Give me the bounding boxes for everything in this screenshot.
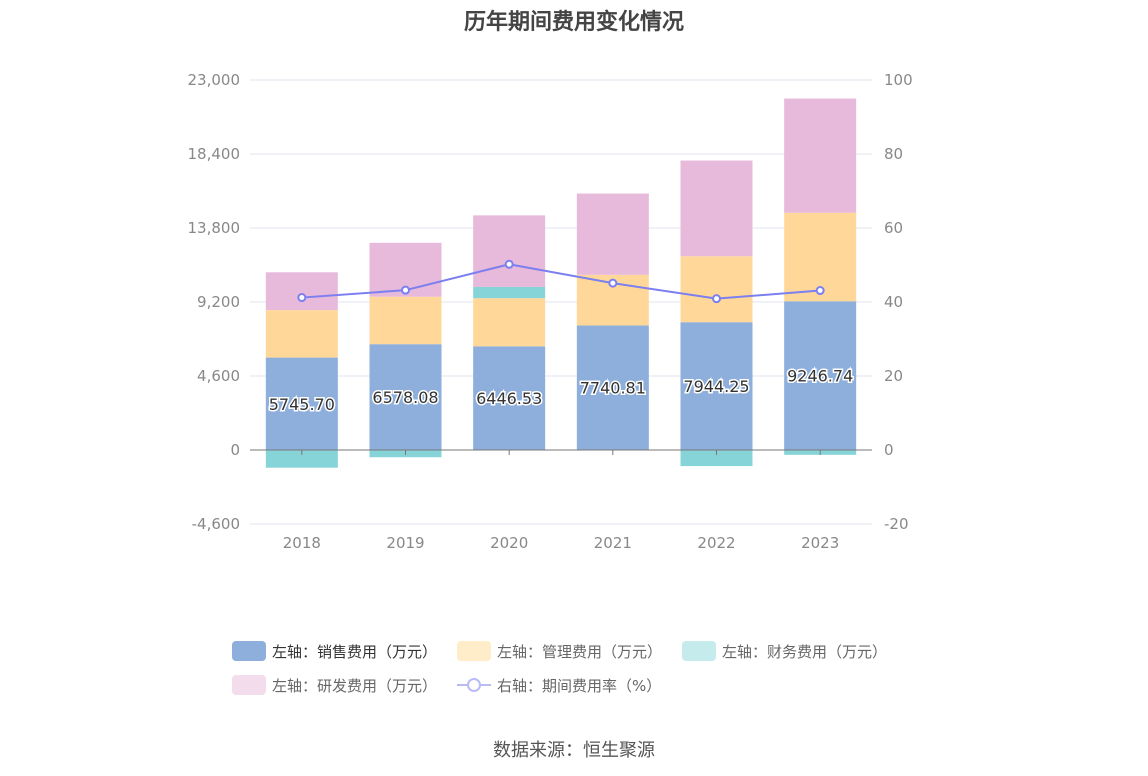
- bar-segment-0: [680, 322, 753, 450]
- x-tick-label: 2022: [697, 534, 735, 552]
- data-label: 9246.74: [787, 367, 853, 386]
- data-label: 6578.08: [372, 388, 438, 407]
- y-right-tick-label: 80: [884, 145, 903, 163]
- bar-segment-3: [576, 193, 649, 275]
- x-tick-label: 2023: [801, 534, 839, 552]
- y-left-tick-label: 0: [230, 441, 240, 459]
- bar-segment-3: [784, 98, 857, 213]
- y-left-tick-label: 18,400: [188, 145, 241, 163]
- x-tick-label: 2021: [594, 534, 632, 552]
- y-left-tick-label: 23,000: [188, 71, 241, 89]
- bar-segment-0: [784, 301, 857, 450]
- legend-label-rate: 右轴：期间费用率（%）: [497, 676, 662, 695]
- legend-item-rnd[interactable]: 左轴：研发费用（万元）: [232, 675, 437, 696]
- x-tick-label: 2020: [490, 534, 528, 552]
- source-note: 数据来源：恒生聚源: [493, 740, 655, 761]
- legend-item-rate[interactable]: 右轴：期间费用率（%）: [457, 675, 661, 696]
- data-label: 7740.81: [580, 379, 646, 398]
- legend-swatch-sales: [232, 641, 266, 661]
- y-right-tick-label: 60: [884, 219, 903, 237]
- rate-point: [608, 278, 618, 288]
- data-label: 5745.70: [269, 395, 335, 414]
- legend-label-finance: 左轴：财务费用（万元）: [722, 642, 888, 661]
- rate-point: [712, 294, 721, 304]
- rate-line: [301, 263, 821, 300]
- rate-point: [504, 259, 514, 269]
- bar-segment-0: [265, 357, 338, 450]
- y-left-tick-label: 13,800: [188, 219, 241, 237]
- legend-item-finance[interactable]: 左轴：财务费用（万元）: [682, 641, 887, 662]
- bar-segment-0: [369, 344, 442, 450]
- y-right-tick-label: 100: [884, 71, 913, 89]
- bar-segment-1: [473, 298, 546, 347]
- bar-segment-1: [680, 256, 753, 323]
- y-left-tick-label: 9,200: [197, 293, 240, 311]
- rate-point: [297, 293, 307, 303]
- data-label: 6446.53: [476, 389, 542, 408]
- legend-label-sales: 左轴：销售费用（万元）: [272, 642, 438, 661]
- bar-segment-2: [265, 450, 338, 468]
- bar-segment-1: [265, 310, 338, 358]
- chart-legend: 左轴：销售费用（万元） 左轴：管理费用（万元） 左轴：财务费用（万元） 左轴：研…: [232, 640, 932, 708]
- bar-segment-3: [680, 160, 753, 257]
- y-right-tick-label: 40: [884, 293, 903, 311]
- bar-segment-2: [473, 286, 546, 299]
- bar-segment-0: [576, 325, 649, 450]
- y-right-tick-label: 0: [884, 441, 894, 459]
- y-right-tick-label: 20: [884, 367, 903, 385]
- legend-label-admin: 左轴：管理费用（万元）: [497, 642, 663, 661]
- y-right-tick-label: -20: [884, 515, 909, 533]
- bar-segment-3: [473, 215, 546, 287]
- legend-swatch-rnd: [232, 675, 266, 695]
- legend-swatch-finance: [682, 641, 717, 661]
- legend-label-rnd: 左轴：研发费用（万元）: [272, 676, 438, 695]
- y-left-tick-label: 4,600: [197, 367, 240, 385]
- x-tick-label: 2018: [283, 534, 321, 552]
- legend-item-sales[interactable]: 左轴：销售费用（万元）: [232, 641, 437, 662]
- bar-segment-3: [265, 272, 338, 311]
- bar-segment-2: [680, 450, 753, 467]
- rate-point: [815, 286, 825, 296]
- y-left-tick-label: -4,600: [192, 515, 240, 533]
- legend-swatch-admin: [457, 641, 492, 661]
- x-tick-label: 2019: [386, 534, 424, 552]
- chart-title: 历年期间费用变化情况: [463, 10, 684, 35]
- rate-point: [401, 285, 410, 295]
- data-label: 7944.25: [683, 377, 749, 396]
- legend-swatch-rate: [457, 678, 492, 692]
- bar-segment-1: [369, 296, 442, 345]
- bar-segment-0: [473, 346, 546, 450]
- legend-item-admin[interactable]: 左轴：管理费用（万元）: [457, 641, 662, 662]
